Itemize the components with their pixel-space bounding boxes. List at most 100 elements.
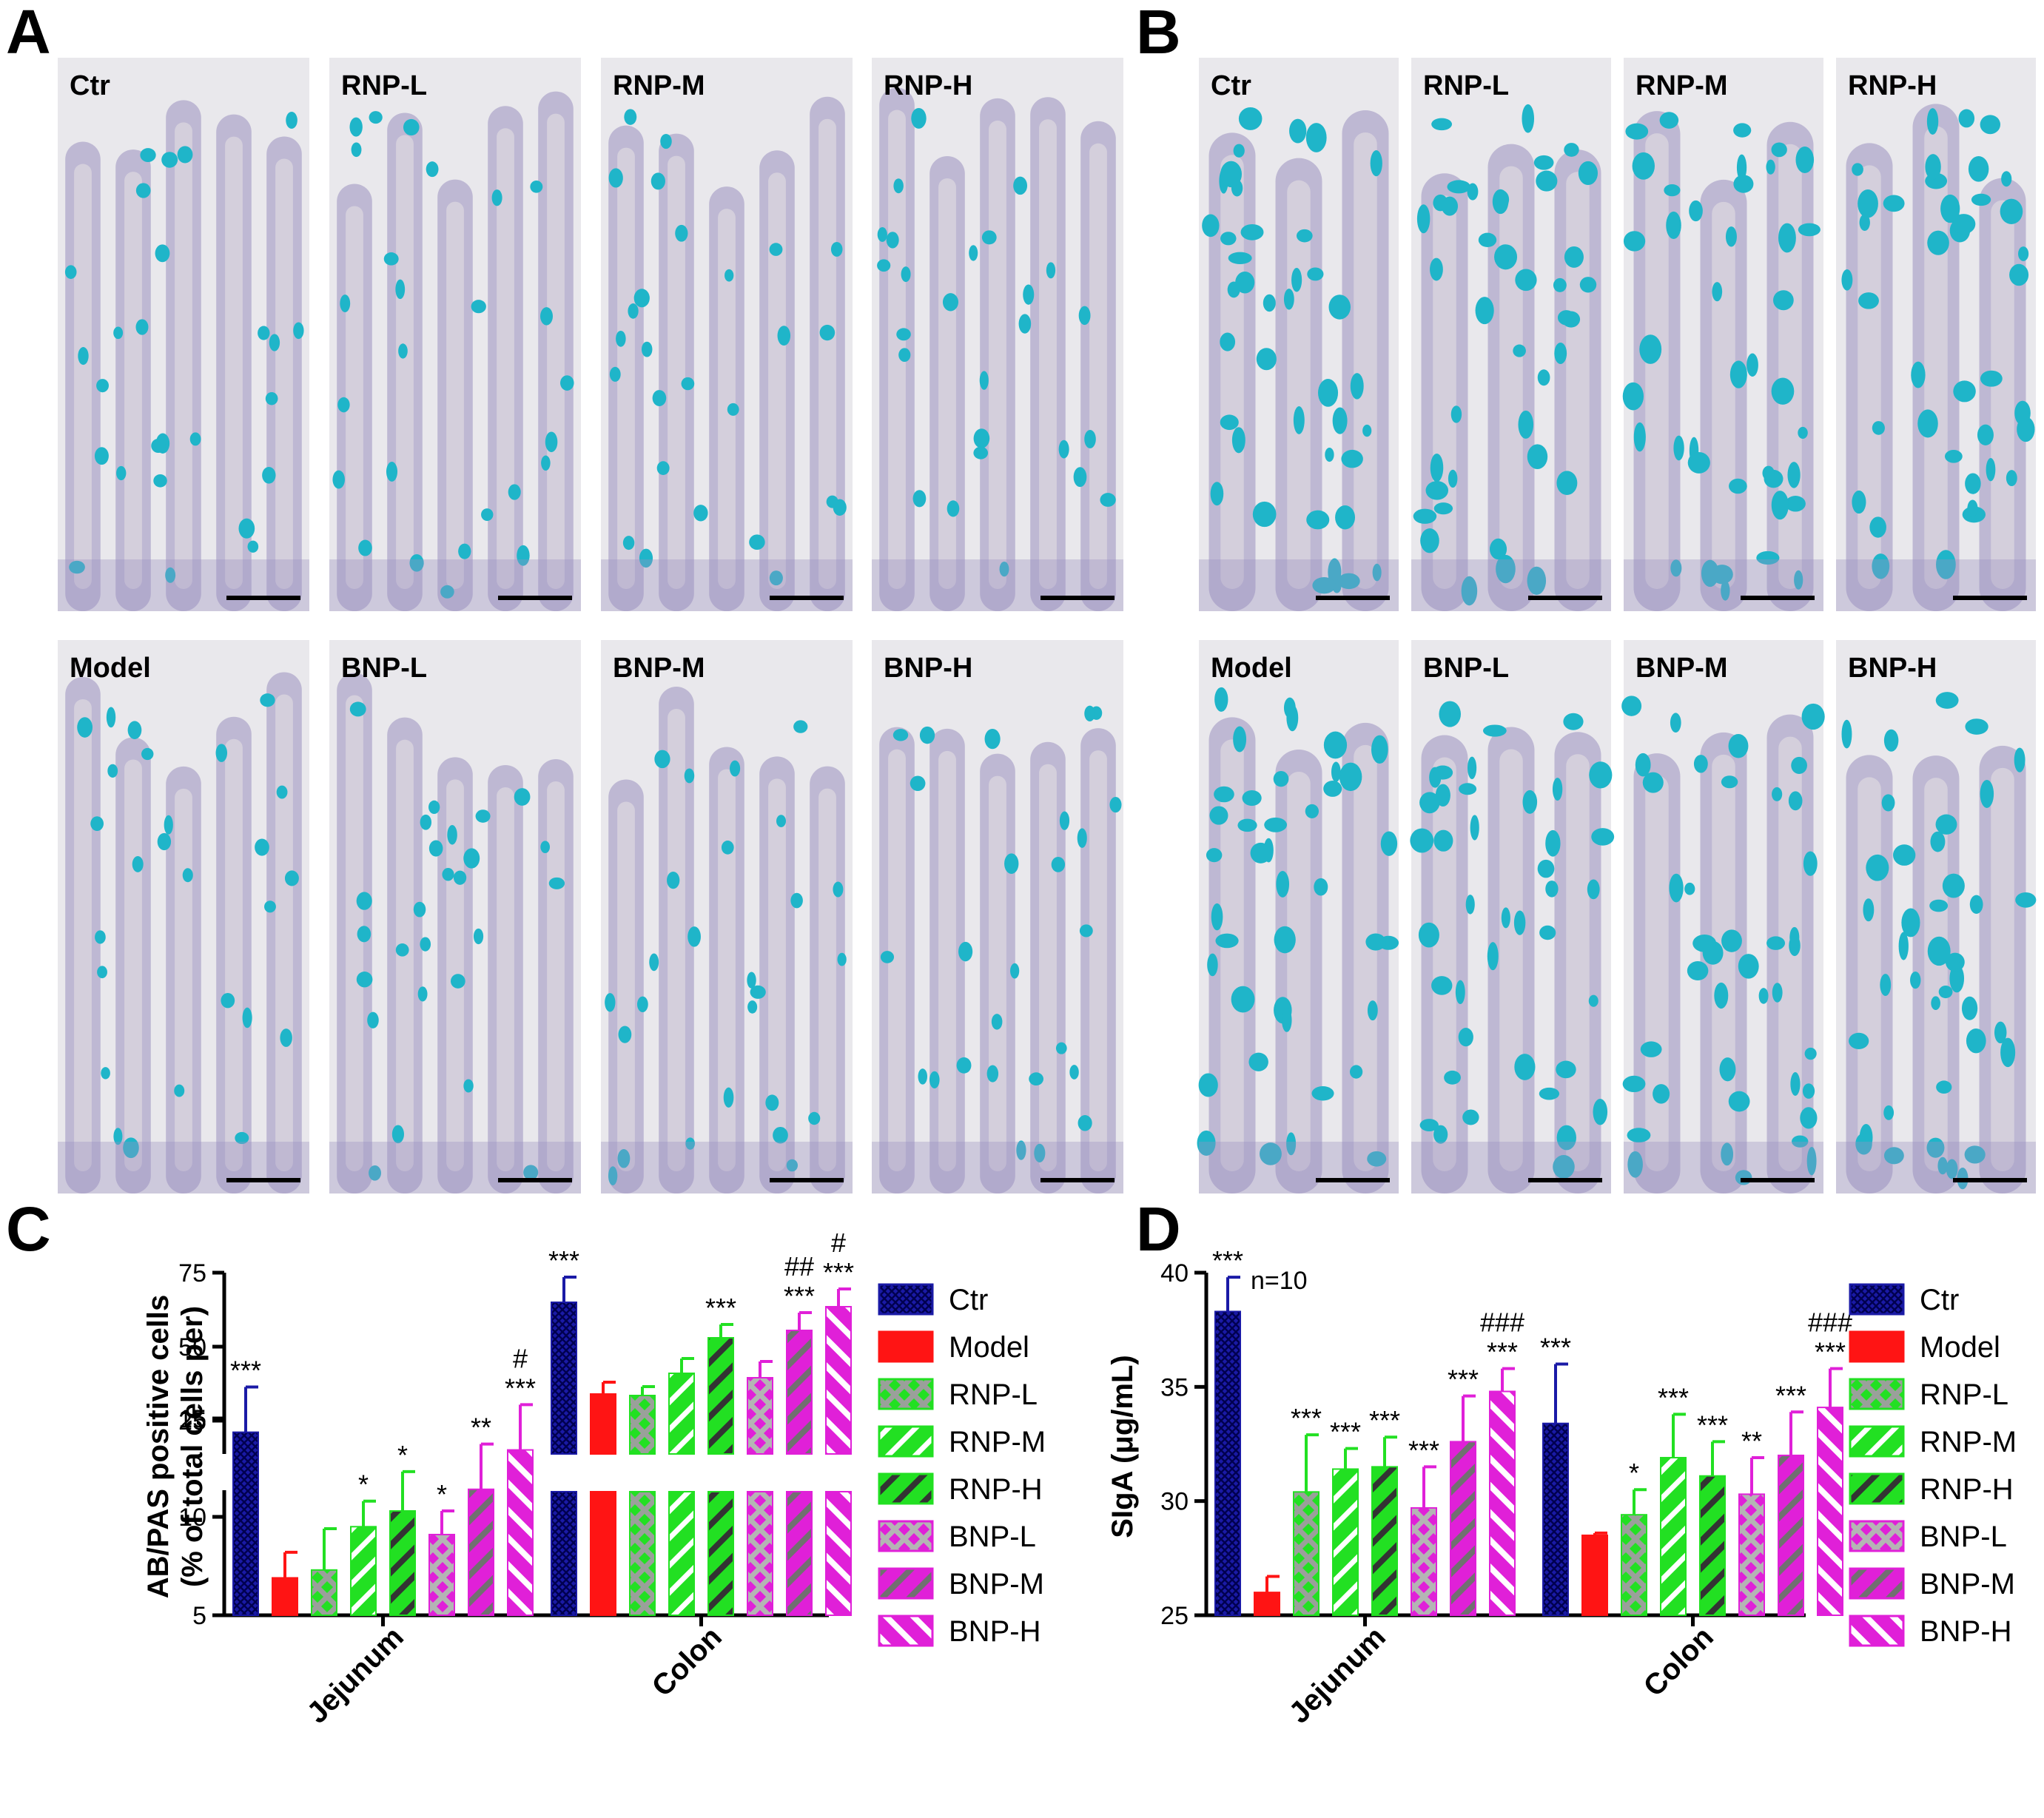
goblet-cell xyxy=(1747,353,1758,377)
goblet-cell xyxy=(1593,1098,1608,1125)
bar-bnp-l-colon xyxy=(1738,1493,1765,1616)
legend-swatch-bnp-l xyxy=(878,1520,934,1552)
goblet-cell xyxy=(1623,231,1646,252)
y-tick-label: 40 xyxy=(1160,1259,1189,1287)
goblet-cell xyxy=(1202,214,1220,238)
bar-bnp-h-jejunum xyxy=(1489,1390,1516,1617)
goblet-cell xyxy=(1766,159,1775,175)
goblet-cell xyxy=(1589,761,1613,789)
goblet-cell xyxy=(1563,713,1584,730)
goblet-cell xyxy=(1772,787,1783,801)
goblet-cell xyxy=(2015,892,2037,908)
tissue-core xyxy=(768,778,786,1171)
goblet-cell xyxy=(458,543,471,559)
goblet-cell xyxy=(1852,490,1866,514)
goblet-cell xyxy=(1883,195,1905,212)
goblet-cell xyxy=(1587,879,1600,900)
bar-bnp-l-jejunum xyxy=(428,1533,455,1616)
tissue-core xyxy=(989,120,1006,589)
goblet-cell xyxy=(1459,783,1477,795)
goblet-cell xyxy=(929,1071,940,1088)
goblet-cell xyxy=(1371,735,1388,764)
goblet-cell xyxy=(1448,469,1458,488)
goblet-cell xyxy=(1013,176,1028,195)
goblet-cell xyxy=(958,941,973,962)
scale-bar xyxy=(1953,1178,2027,1182)
scale-bar xyxy=(1316,596,1390,600)
goblet-cell xyxy=(1537,369,1550,386)
tissue-core xyxy=(1433,195,1456,589)
scale-bar xyxy=(1041,1178,1115,1182)
goblet-cell xyxy=(1240,223,1264,240)
goblet-cell xyxy=(786,1159,799,1172)
goblet-cell xyxy=(896,328,911,341)
goblet-cell xyxy=(1771,142,1787,158)
goblet-cell xyxy=(1766,936,1786,950)
goblet-cell xyxy=(332,470,345,489)
bar-model-jejunum xyxy=(272,1577,298,1616)
significance-mark: *** xyxy=(705,1293,736,1323)
goblet-cell xyxy=(1938,985,1953,999)
goblet-cell xyxy=(1883,729,1899,752)
tissue-core xyxy=(124,759,142,1171)
goblet-cell xyxy=(1556,1125,1576,1151)
legend-swatch-rnp-l xyxy=(878,1378,934,1410)
goblet-cell xyxy=(1994,1021,2007,1044)
legend-swatch-rnp-h xyxy=(1849,1472,1905,1505)
goblet-cell xyxy=(260,693,275,707)
significance-mark: ** xyxy=(1741,1426,1762,1456)
goblet-cell xyxy=(1207,953,1218,977)
goblet-cell xyxy=(1927,936,1951,966)
goblet-cell xyxy=(367,1011,379,1028)
goblet-cell xyxy=(1986,458,1996,482)
goblet-cell xyxy=(886,232,899,249)
legend-swatch-rnp-m xyxy=(878,1425,934,1458)
goblet-cell xyxy=(973,446,989,459)
goblet-cell xyxy=(265,391,278,405)
goblet-cell xyxy=(165,567,176,583)
goblet-cell xyxy=(2018,246,2029,261)
goblet-cell xyxy=(1872,421,1885,435)
tissue-core xyxy=(175,788,192,1171)
goblet-cell xyxy=(1733,175,1754,193)
goblet-cell xyxy=(1627,1128,1651,1143)
goblet-cell xyxy=(440,585,454,599)
significance-hash: ### xyxy=(1808,1307,1852,1338)
goblet-cell xyxy=(157,832,172,851)
bar-rnp-m-jejunum xyxy=(1332,1468,1359,1617)
goblet-cell xyxy=(1237,818,1257,832)
goblet-cell xyxy=(947,500,960,517)
goblet-cell xyxy=(1980,115,2001,135)
goblet-cell xyxy=(1772,983,1783,1003)
legend-swatch-ctr xyxy=(1849,1283,1905,1316)
goblet-cell xyxy=(893,178,904,194)
goblet-cell xyxy=(1372,563,1382,582)
goblet-cell xyxy=(1762,465,1775,481)
tissue-core xyxy=(718,209,736,589)
legend-label-rnp-m: RNP-M xyxy=(1920,1426,2017,1458)
tissue-core xyxy=(1712,201,1735,589)
goblet-cell xyxy=(1100,493,1116,507)
goblet-cell xyxy=(1282,1008,1292,1032)
crypt-base xyxy=(601,559,853,611)
goblet-cell xyxy=(1367,1151,1387,1167)
legend-swatch-model xyxy=(1849,1330,1905,1363)
goblet-cell xyxy=(1883,1147,1904,1165)
goblet-cell xyxy=(1431,118,1453,131)
goblet-cell xyxy=(1591,828,1615,846)
scale-bar xyxy=(498,1178,572,1182)
goblet-cell xyxy=(969,245,978,261)
goblet-cell xyxy=(1951,214,1976,235)
goblet-cell xyxy=(1859,214,1870,231)
goblet-cell xyxy=(1494,244,1518,270)
goblet-cell xyxy=(1034,1143,1046,1162)
goblet-cell xyxy=(1929,899,1949,912)
goblet-cell xyxy=(1798,426,1808,439)
goblet-cell xyxy=(1893,844,1916,866)
goblet-cell xyxy=(177,146,193,164)
scale-bar xyxy=(226,596,300,600)
goblet-cell xyxy=(656,461,670,475)
goblet-cell xyxy=(1431,976,1453,995)
legend-swatch-bnp-l xyxy=(1849,1520,1905,1552)
tile-label-b-model: Model xyxy=(1211,653,1292,684)
